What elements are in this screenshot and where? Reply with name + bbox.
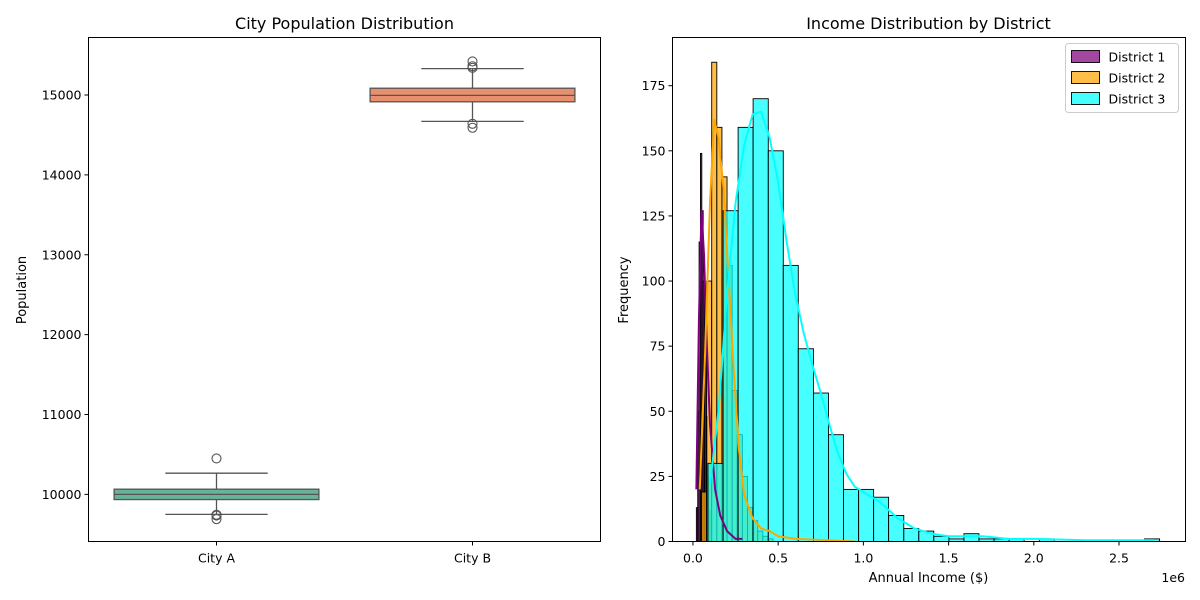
y-tick-label: 100 [642,274,666,289]
outlier-point [211,514,222,525]
y-tick-label: 125 [642,208,666,223]
box-plot-marks [113,56,576,525]
outlier-point [467,122,478,133]
histogram-y-axis-label: Frequency [617,256,632,323]
y-tick-label: 175 [642,78,666,93]
x-tick-label: 1.5 [939,551,959,566]
histogram-bar [827,434,844,542]
histogram-bar [737,126,754,542]
box-plot-axes: City A City B 10000 11000 12000 13000 14000 150… [42,88,491,566]
x-tick-label: 0.5 [768,551,788,566]
outlier-point [467,118,478,129]
y-tick-label: 13000 [42,247,82,262]
outlier-point [211,453,222,464]
y-tick-label: 25 [650,469,666,484]
histogram-marks [695,61,1161,542]
x-tick-label: 2.0 [1024,551,1044,566]
x-tick-label: City A [198,551,235,566]
y-tick-label: 14000 [42,167,82,182]
histogram-bar [903,528,920,542]
kde-line [709,110,1154,542]
histogram-axes: 0.0 0.5 1.0 1.5 2.0 2.5 0 25 50 75 100 125 150 175 [642,78,1129,565]
histogram-bar [752,98,769,542]
box-plot-y-axis-label: Population [15,256,30,324]
legend-label: District 1 [1109,50,1166,65]
x-tick-label: 0.0 [683,551,703,566]
histogram-panel: Income Distribution by District Frequenc… [617,14,1186,586]
outlier-point [467,56,478,67]
box-plot-panel: City Population Distribution Population … [15,14,601,566]
histogram-title: Income Distribution by District [806,14,1051,33]
histogram-bar [963,533,980,542]
legend-label: District 3 [1109,92,1166,107]
legend-label: District 2 [1109,71,1166,86]
box-plot-title: City Population Distribution [235,14,454,33]
y-tick-label: 10000 [42,487,82,502]
histogram-bar [842,488,860,542]
histogram-legend: District 1 District 2 District 3 [1065,43,1179,113]
kde-line [695,209,743,540]
x-tick-label: 2.5 [1109,551,1129,566]
outlier-point [211,510,222,521]
y-tick-label: 11000 [42,407,82,422]
histogram-frame [672,37,1186,542]
histogram-bar [767,150,784,542]
legend-swatch [1071,71,1100,84]
y-tick-label: 0 [658,534,666,549]
histogram-x-axis-label: Annual Income ($) [869,571,989,586]
outlier-point [467,62,478,73]
series-bars [707,98,1161,542]
histogram-bar [701,491,708,542]
legend-swatch [1071,50,1100,63]
histogram-bar [797,348,814,542]
x-tick-label: 1.0 [853,551,873,566]
histogram-bar [782,264,799,542]
y-tick-label: 12000 [42,327,82,342]
y-tick-label: 150 [642,143,666,158]
x-tick-label: City B [454,551,491,566]
y-tick-label: 15000 [42,88,82,103]
legend-swatch [1071,92,1100,105]
kde-line [698,118,855,542]
y-tick-label: 50 [650,404,666,419]
y-tick-label: 75 [650,339,666,354]
histogram-bar [933,535,950,542]
box-plot-frame [88,37,601,542]
histogram-x-scale-label: 1e6 [1161,570,1185,585]
